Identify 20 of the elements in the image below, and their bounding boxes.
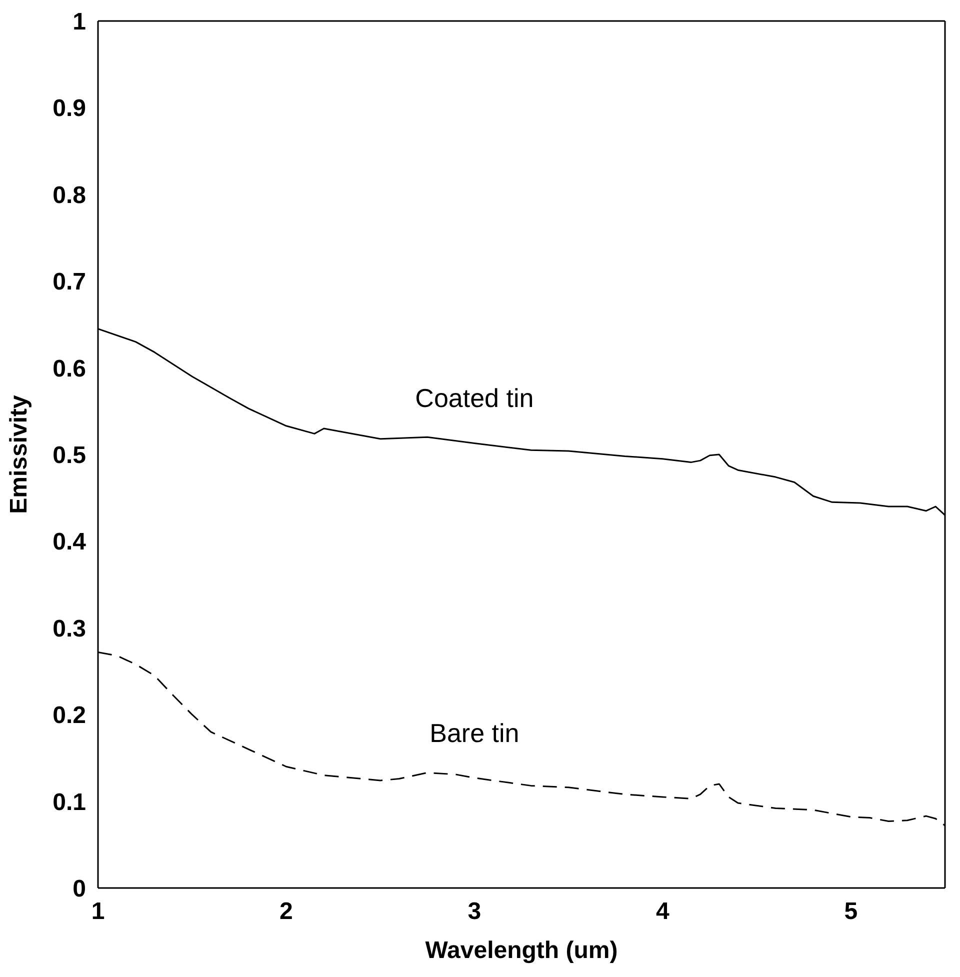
y-tick-label: 0.5	[52, 442, 86, 470]
y-tick-label: 0.3	[52, 615, 86, 642]
x-tick-label: 1	[91, 898, 105, 926]
y-tick-label: 0.8	[52, 182, 86, 209]
x-tick-label: 4	[656, 898, 670, 926]
y-tick-label: 0.2	[52, 702, 86, 730]
y-tick-label: 0.4	[52, 528, 87, 556]
x-tick-label: 5	[844, 898, 858, 926]
series-label: Bare tin	[430, 718, 520, 748]
y-tick-label: 0	[72, 876, 86, 903]
y-tick-label: 1	[72, 8, 86, 36]
x-axis-title: Wavelength (um)	[425, 937, 618, 964]
y-tick-label: 0.9	[52, 95, 86, 122]
x-tick-label: 2	[280, 898, 293, 926]
y-tick-label: 0.1	[52, 788, 86, 816]
x-tick-label: 3	[468, 898, 482, 926]
series-label: Coated tin	[415, 383, 534, 414]
y-tick-label: 0.6	[52, 355, 86, 382]
y-tick-label: 0.7	[52, 268, 86, 296]
y-axis-title: Emissivity	[6, 394, 33, 514]
